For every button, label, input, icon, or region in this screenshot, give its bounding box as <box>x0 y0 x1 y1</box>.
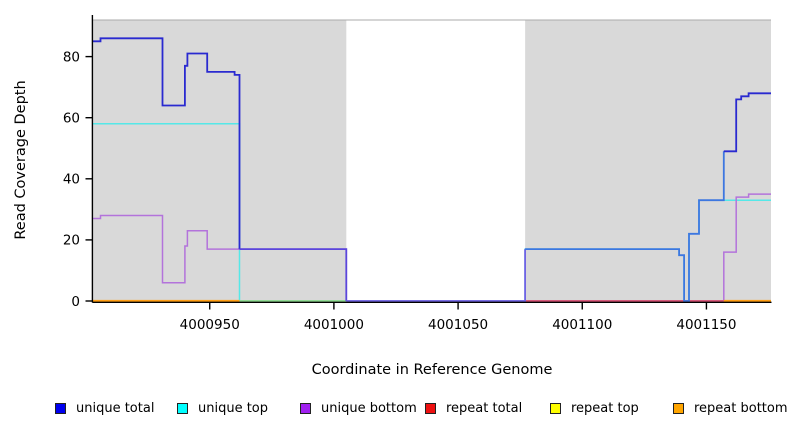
legend-label: unique top <box>198 400 269 416</box>
y-axis-title: Read Coverage Depth <box>13 80 29 239</box>
series-lines <box>93 37 771 303</box>
series-line-unique-total <box>239 248 348 301</box>
y-tick-label: 40 <box>63 172 80 188</box>
x-tick-label: 4001150 <box>676 317 736 333</box>
legend-label: unique total <box>76 400 155 416</box>
panel-region <box>525 20 771 302</box>
legend-item-repeat-total: repeat total <box>425 399 522 417</box>
legend-swatch-repeat-top <box>550 402 561 414</box>
x-axis-title: Coordinate in Reference Genome <box>312 362 553 378</box>
y-tick-label: 80 <box>63 49 80 65</box>
x-tick-label: 4001050 <box>428 317 488 333</box>
legend-swatch-unique-total <box>55 402 66 414</box>
legend-swatch-unique-top <box>177 402 188 414</box>
legend-swatch-repeat-total <box>425 402 436 414</box>
x-tick-label: 4001000 <box>304 317 364 333</box>
legend-item-unique-top: unique top <box>177 399 268 417</box>
y-tick-label: 0 <box>71 294 80 310</box>
x-tick-label: 4000950 <box>180 317 240 333</box>
panel-background-regions <box>93 19 771 302</box>
legend-item-unique-total: unique total <box>55 399 154 417</box>
legend-label: unique bottom <box>321 400 417 416</box>
legend-item-repeat-top: repeat top <box>550 399 639 417</box>
y-tick-label: 20 <box>63 233 80 249</box>
series-line-unique-total <box>346 249 526 302</box>
legend-label: repeat total <box>446 400 523 416</box>
legend-item-unique-bottom: unique bottom <box>300 399 417 417</box>
legend-label: repeat bottom <box>694 400 788 416</box>
legend-label: repeat top <box>571 400 639 416</box>
series-line-unique-total <box>723 92 771 153</box>
tick-labels: 0 20 40 60 80 4000950 4001000 4001050 4001100 400… <box>63 49 737 333</box>
series-line-unique-total <box>525 151 725 302</box>
axes <box>85 15 772 310</box>
legend-swatch-repeat-bottom <box>673 402 684 414</box>
y-tick-label: 60 <box>63 111 80 127</box>
series-line-unique-total <box>93 37 241 250</box>
legend-swatch-unique-bottom <box>300 402 311 414</box>
legend-item-repeat-bottom: repeat bottom <box>673 399 788 417</box>
legend: unique total unique top unique bottom repea… <box>0 399 792 419</box>
series-line-unique-bottom <box>93 193 771 302</box>
panel-region <box>93 20 347 302</box>
x-tick-label: 4001100 <box>552 317 612 333</box>
